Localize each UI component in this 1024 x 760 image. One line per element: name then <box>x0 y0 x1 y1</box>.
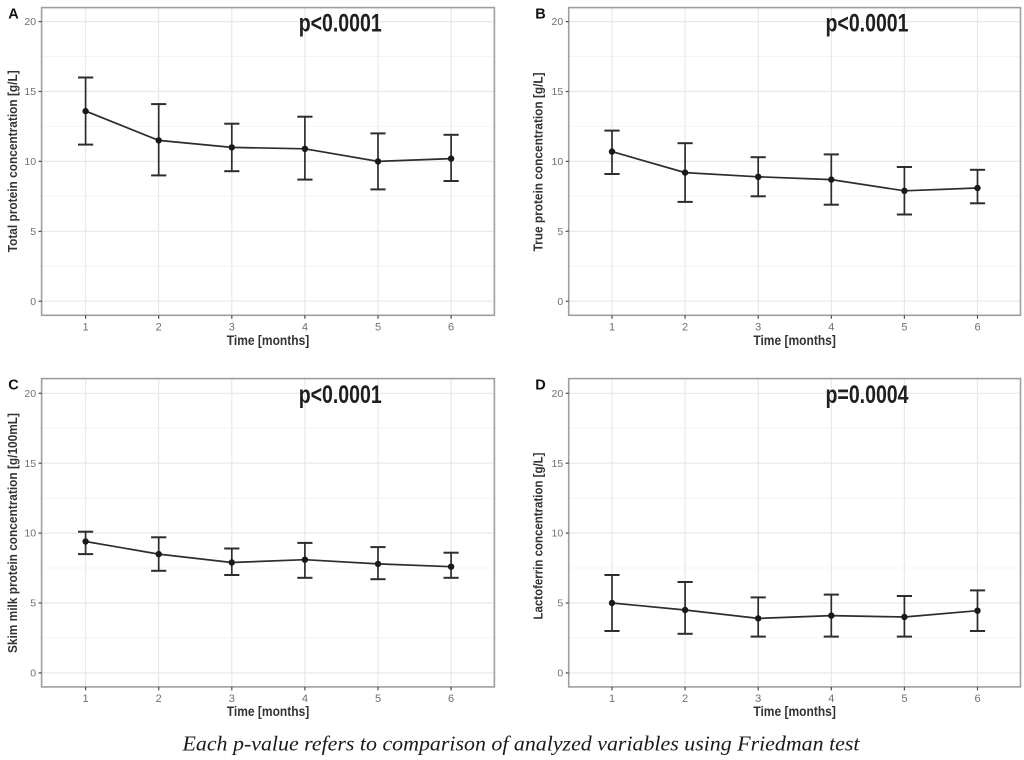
svg-text:2: 2 <box>156 322 162 334</box>
svg-text:4: 4 <box>302 693 308 705</box>
svg-text:20: 20 <box>552 16 564 28</box>
svg-text:0: 0 <box>30 668 36 680</box>
svg-text:p<0.0001: p<0.0001 <box>826 9 909 37</box>
svg-text:5: 5 <box>30 598 36 610</box>
svg-text:p<0.0001: p<0.0001 <box>299 9 382 37</box>
svg-text:True protein concentration [g/: True protein concentration [g/L] <box>530 72 545 251</box>
svg-text:5: 5 <box>557 226 563 238</box>
svg-text:Total protein concentration [g: Total protein concentration [g/L] <box>5 70 20 252</box>
svg-text:10: 10 <box>552 528 564 540</box>
svg-text:5: 5 <box>375 693 381 705</box>
svg-text:D: D <box>535 378 545 394</box>
svg-text:20: 20 <box>24 16 36 28</box>
svg-text:C: C <box>8 378 19 394</box>
svg-text:B: B <box>535 7 545 23</box>
svg-text:2: 2 <box>682 693 688 705</box>
svg-text:4: 4 <box>828 693 834 705</box>
svg-text:Skim milk protein concentratio: Skim milk protein concentration [g/100mL… <box>5 413 20 653</box>
svg-text:0: 0 <box>30 296 36 308</box>
svg-text:15: 15 <box>24 86 36 98</box>
svg-text:0: 0 <box>557 296 563 308</box>
svg-text:2: 2 <box>682 322 688 334</box>
svg-text:2: 2 <box>156 693 162 705</box>
svg-text:1: 1 <box>83 693 89 705</box>
svg-text:Time [months]: Time [months] <box>227 333 310 348</box>
svg-text:5: 5 <box>557 598 563 610</box>
svg-text:20: 20 <box>24 388 36 400</box>
svg-text:5: 5 <box>375 322 381 334</box>
svg-text:6: 6 <box>448 693 454 705</box>
svg-text:4: 4 <box>828 322 834 334</box>
svg-text:0: 0 <box>557 668 563 680</box>
svg-text:3: 3 <box>755 693 761 705</box>
svg-text:6: 6 <box>974 693 980 705</box>
svg-text:1: 1 <box>609 322 615 334</box>
svg-text:5: 5 <box>901 693 907 705</box>
svg-text:p=0.0004: p=0.0004 <box>826 381 909 409</box>
svg-text:A: A <box>8 7 19 23</box>
svg-text:20: 20 <box>552 388 564 400</box>
svg-text:10: 10 <box>24 528 36 540</box>
svg-text:10: 10 <box>24 156 36 168</box>
svg-text:Time [months]: Time [months] <box>227 704 310 719</box>
svg-text:15: 15 <box>552 458 564 470</box>
svg-text:10: 10 <box>552 156 564 168</box>
svg-text:Each p-value refers to compari: Each p-value refers to comparison of ana… <box>181 732 860 756</box>
svg-text:3: 3 <box>755 322 761 334</box>
svg-text:Time [months]: Time [months] <box>753 333 836 348</box>
svg-text:15: 15 <box>24 458 36 470</box>
svg-text:Lactoferrin concentration [g/L: Lactoferrin concentration [g/L] <box>530 453 545 620</box>
svg-text:5: 5 <box>30 226 36 238</box>
svg-text:6: 6 <box>448 322 454 334</box>
svg-text:15: 15 <box>552 86 564 98</box>
svg-text:3: 3 <box>229 322 235 334</box>
svg-text:1: 1 <box>83 322 89 334</box>
svg-text:p<0.0001: p<0.0001 <box>299 381 382 409</box>
svg-text:5: 5 <box>901 322 907 334</box>
svg-text:Time [months]: Time [months] <box>753 704 836 719</box>
svg-text:3: 3 <box>229 693 235 705</box>
svg-text:1: 1 <box>609 693 615 705</box>
svg-text:4: 4 <box>302 322 308 334</box>
svg-text:6: 6 <box>974 322 980 334</box>
